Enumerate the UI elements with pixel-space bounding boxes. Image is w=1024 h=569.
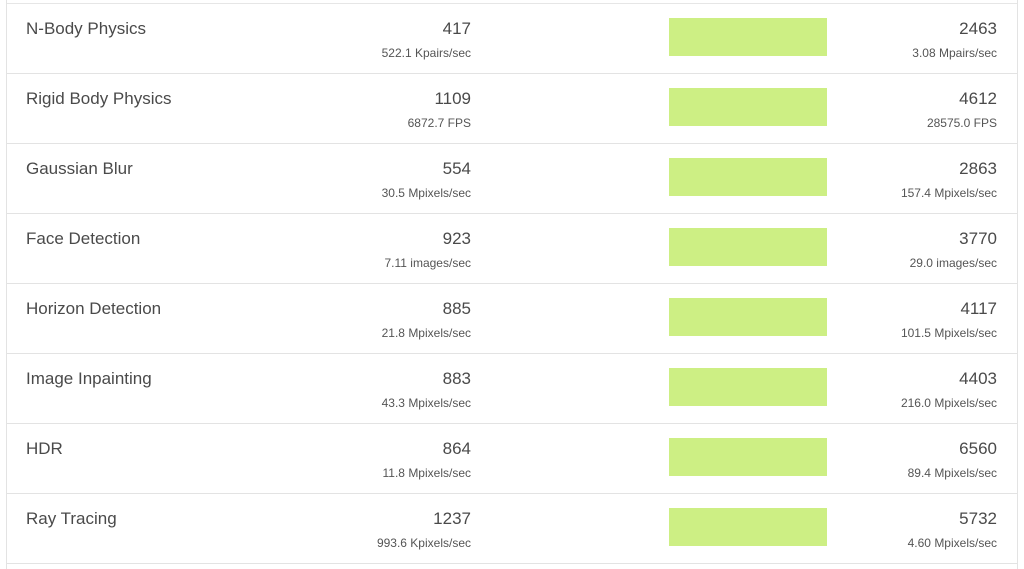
score-bar (669, 88, 827, 126)
single-core-rate: 43.3 Mpixels/sec (381, 396, 471, 410)
table-row: Image Inpainting 883 43.3 Mpixels/sec 44… (7, 354, 1017, 424)
multi-core-score: 4403 (959, 369, 997, 388)
multi-core-score: 4117 (960, 299, 997, 318)
multi-core-rate: 28575.0 FPS (926, 116, 997, 130)
score-bar (669, 368, 827, 406)
table-row: HDR 864 11.8 Mpixels/sec 6560 89.4 Mpixe… (7, 424, 1017, 494)
single-core-score: 417 (442, 19, 471, 38)
benchmark-results-table: N-Body Physics 417 522.1 Kpairs/sec 2463… (6, 0, 1018, 569)
table-row: Face Detection 923 7.11 images/sec 3770 … (7, 214, 1017, 284)
multi-core-rate: 4.60 Mpixels/sec (907, 536, 997, 550)
single-core-rate: 522.1 Kpairs/sec (381, 46, 471, 60)
multi-core-rate: 29.0 images/sec (909, 256, 997, 270)
test-name: Horizon Detection (26, 299, 162, 318)
multi-core-score: 4612 (959, 89, 997, 108)
test-name: Gaussian Blur (26, 159, 133, 178)
test-name: Rigid Body Physics (26, 89, 172, 108)
table-row: Rigid Body Physics 1109 6872.7 FPS 4612 … (7, 74, 1017, 144)
multi-core-score: 2463 (959, 19, 997, 38)
multi-core-rate: 101.5 Mpixels/sec (900, 326, 997, 340)
multi-core-rate: 89.4 Mpixels/sec (907, 466, 997, 480)
multi-core-rate: 216.0 Mpixels/sec (900, 396, 997, 410)
test-name: Ray Tracing (26, 509, 117, 528)
table-row: Ray Tracing 1237 993.6 Kpixels/sec 5732 … (7, 494, 1017, 564)
score-bar (669, 18, 827, 56)
single-core-score: 554 (442, 159, 471, 178)
single-core-score: 923 (442, 229, 471, 248)
multi-core-score: 3770 (959, 229, 997, 248)
table-row: N-Body Physics 417 522.1 Kpairs/sec 2463… (7, 4, 1017, 74)
single-core-score: 883 (442, 369, 471, 388)
score-bar (669, 438, 827, 476)
score-bar (669, 228, 827, 266)
single-core-rate: 6872.7 FPS (407, 116, 471, 130)
single-core-rate: 7.11 images/sec (384, 256, 472, 270)
multi-core-rate: 157.4 Mpixels/sec (900, 186, 997, 200)
test-name: HDR (26, 439, 63, 458)
score-bar (669, 508, 827, 546)
single-core-rate: 993.6 Kpixels/sec (376, 536, 471, 550)
multi-core-score: 2863 (959, 159, 997, 178)
multi-core-rate: 3.08 Mpairs/sec (912, 46, 997, 60)
multi-core-score: 5732 (959, 509, 997, 528)
single-core-rate: 21.8 Mpixels/sec (381, 326, 471, 340)
single-core-rate: 30.5 Mpixels/sec (381, 186, 471, 200)
score-bar (669, 298, 827, 336)
table-top-divider (7, 3, 1017, 4)
single-core-rate: 11.8 Mpixels/sec (382, 466, 471, 480)
test-name: Image Inpainting (26, 369, 152, 388)
single-core-score: 1237 (433, 509, 471, 528)
single-core-score: 885 (442, 299, 471, 318)
single-core-score: 1109 (434, 89, 471, 108)
table-row: Horizon Detection 885 21.8 Mpixels/sec 4… (7, 284, 1017, 354)
score-bar (669, 158, 827, 196)
test-name: Face Detection (26, 229, 141, 248)
multi-core-score: 6560 (959, 439, 997, 458)
test-name: N-Body Physics (26, 19, 146, 38)
single-core-score: 864 (442, 439, 471, 458)
table-row: Gaussian Blur 554 30.5 Mpixels/sec 2863 … (7, 144, 1017, 214)
